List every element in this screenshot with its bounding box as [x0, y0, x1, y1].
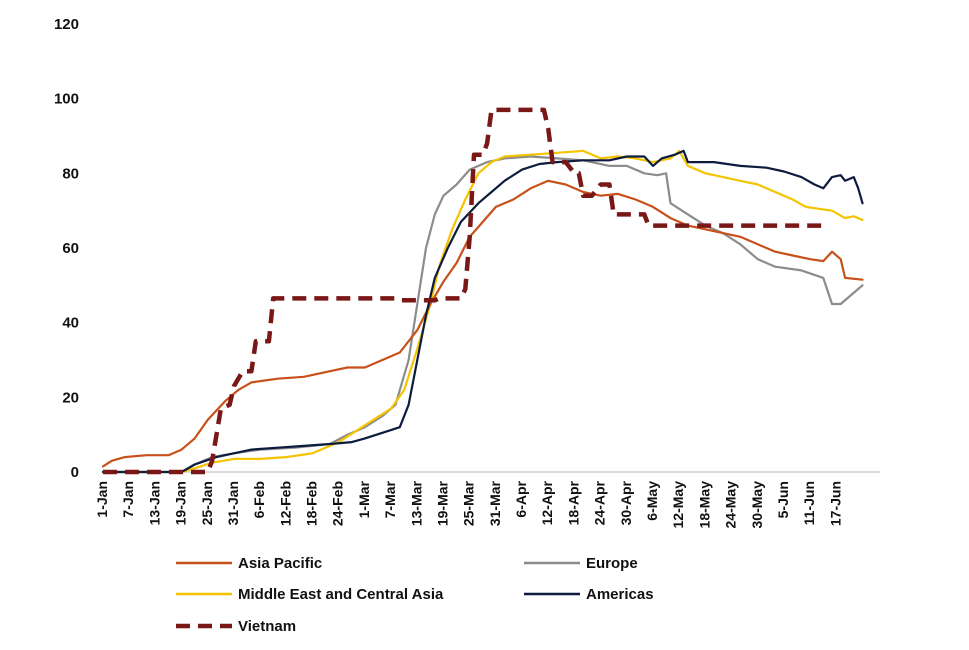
x-tick-label: 6-Feb	[251, 481, 267, 518]
series-line-europe	[101, 155, 864, 474]
y-tick-label: 80	[62, 165, 79, 182]
x-tick-label: 31-Mar	[487, 480, 503, 526]
legend: Asia Pacific Europe Middle East and Centra…	[176, 555, 654, 635]
y-tick-label: 0	[71, 464, 79, 481]
x-tick-label: 17-Jun	[827, 481, 843, 526]
x-tick-label: 19-Jan	[173, 481, 189, 525]
x-tick-label: 31-Jan	[225, 481, 241, 525]
x-tick-label: 12-May	[670, 481, 686, 529]
x-tick-label: 30-May	[749, 481, 765, 529]
series-line-middle-east-and-central-asia	[101, 149, 864, 474]
x-tick-label: 13-Jan	[146, 481, 162, 525]
x-tick-label: 25-Jan	[199, 481, 215, 525]
y-tick-label: 60	[62, 240, 79, 257]
y-tick-label: 120	[54, 16, 79, 33]
x-tick-label: 6-Apr	[513, 480, 529, 517]
series-line-vietnam	[103, 107, 828, 475]
x-tick-label: 6-May	[644, 481, 660, 521]
legend-label-americas: Americas	[586, 586, 654, 603]
x-tick-label: 1-Jan	[94, 481, 110, 518]
series-lines	[101, 107, 864, 475]
series-line-americas	[101, 149, 864, 474]
x-axis-ticks: 1-Jan 7-Jan 13-Jan 19-Jan 25-Jan 31-Jan 6-Feb 1…	[94, 480, 843, 528]
x-tick-label: 24-May	[723, 481, 739, 529]
y-tick-label: 100	[54, 91, 79, 108]
x-tick-label: 24-Apr	[592, 480, 608, 525]
legend-label-vietnam: Vietnam	[238, 618, 296, 635]
x-tick-label: 18-Feb	[304, 481, 320, 526]
y-tick-label: 20	[62, 389, 79, 406]
x-tick-label: 7-Jan	[120, 481, 136, 518]
x-tick-label: 12-Apr	[539, 480, 555, 525]
x-tick-label: 1-Mar	[356, 480, 372, 518]
legend-label-asia-pacific: Asia Pacific	[238, 555, 322, 572]
x-tick-label: 18-Apr	[565, 480, 581, 525]
x-tick-label: 24-Feb	[330, 481, 346, 526]
x-tick-label: 7-Mar	[382, 480, 398, 518]
x-tick-label: 18-May	[696, 481, 712, 529]
x-tick-label: 5-Jun	[775, 481, 791, 518]
x-tick-label: 25-Mar	[461, 480, 477, 526]
y-axis-ticks: 0 20 40 60 80 100 120	[54, 16, 79, 481]
legend-label-middle-east-and-central-asia: Middle East and Central Asia	[238, 586, 444, 603]
series-line-asia-pacific	[101, 179, 864, 468]
x-tick-label: 12-Feb	[277, 481, 293, 526]
x-tick-label: 19-Mar	[434, 480, 450, 526]
x-tick-label: 13-Mar	[408, 480, 424, 526]
x-tick-label: 11-Jun	[801, 481, 817, 525]
x-tick-label: 30-Apr	[618, 480, 634, 525]
legend-label-europe: Europe	[586, 555, 638, 572]
y-tick-label: 40	[62, 315, 79, 332]
